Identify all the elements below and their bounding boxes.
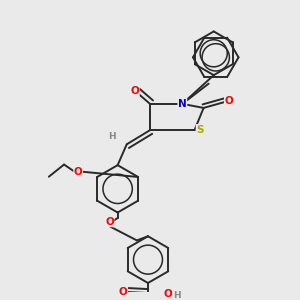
Text: N: N	[178, 99, 187, 109]
Text: O: O	[74, 167, 82, 177]
Text: S: S	[196, 124, 204, 135]
Text: H: H	[108, 132, 116, 141]
Text: O: O	[224, 96, 233, 106]
Text: O: O	[130, 86, 139, 96]
Text: O: O	[119, 287, 128, 297]
Text: O: O	[164, 289, 172, 299]
Text: H: H	[173, 291, 181, 300]
Text: O: O	[105, 217, 114, 227]
